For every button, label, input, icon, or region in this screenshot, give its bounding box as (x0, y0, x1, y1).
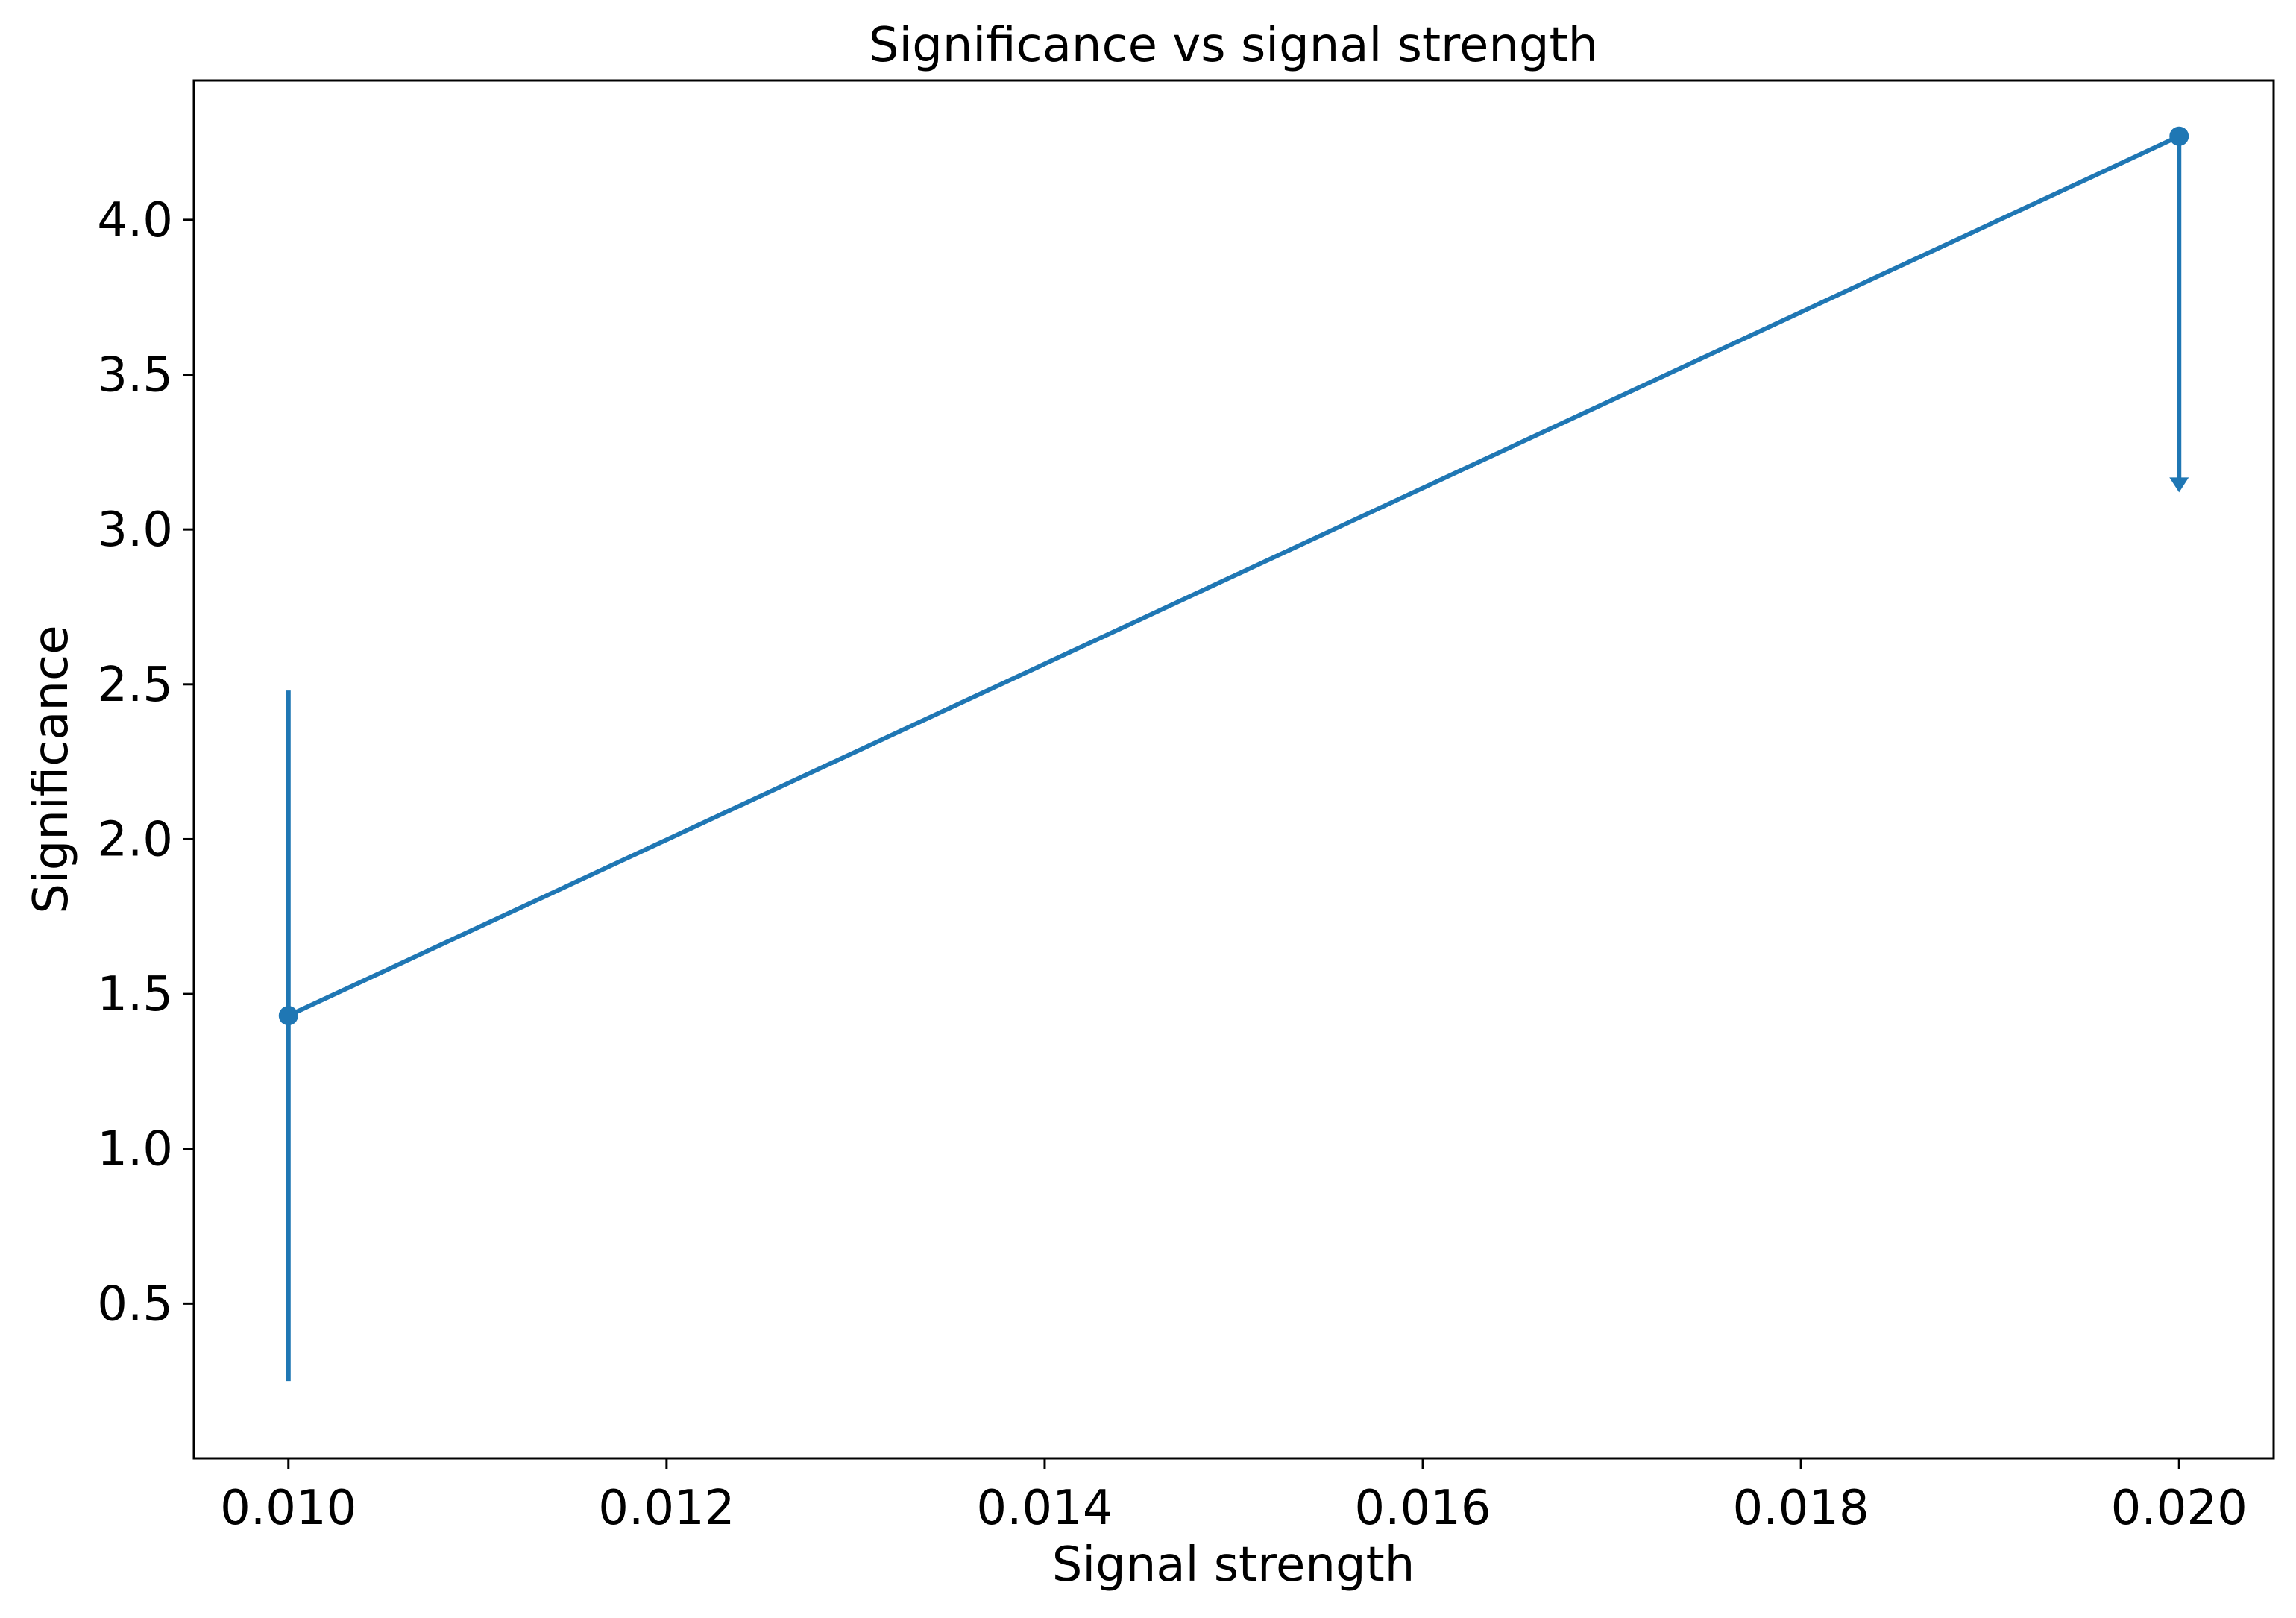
y-tick-label: 2.0 (97, 812, 173, 867)
x-tick-label: 0.012 (598, 1481, 735, 1536)
plot-area (278, 126, 2189, 1382)
y-tick-label: 1.0 (97, 1122, 173, 1177)
axes-frame (192, 79, 2275, 1460)
y-tick-label: 3.5 (97, 348, 173, 403)
x-tick-label: 0.020 (2111, 1481, 2248, 1536)
y-tick-label: 3.0 (97, 503, 173, 558)
x-tick-label: 0.018 (1733, 1481, 1869, 1536)
y-axis-label: Significance (24, 625, 79, 913)
x-tick-label: 0.010 (220, 1481, 356, 1536)
chart-title: Significance vs signal strength (869, 18, 1598, 73)
x-tick-label: 0.014 (976, 1481, 1113, 1536)
x-axis-label: Signal strength (1052, 1537, 1415, 1593)
data-point (278, 1006, 298, 1026)
x-tick-label: 0.016 (1354, 1481, 1491, 1536)
y-tick-label: 0.5 (97, 1277, 173, 1332)
data-point (2169, 126, 2189, 146)
y-tick-label: 1.5 (97, 967, 173, 1022)
x-axis: 0.010 0.012 0.014 0.016 0.018 0.020 (220, 1458, 2248, 1536)
y-tick-label: 2.5 (97, 658, 173, 713)
series-line (287, 134, 2180, 1018)
y-tick-label: 4.0 (97, 193, 173, 248)
y-axis: 0.5 1.0 1.5 2.0 2.5 3.0 3.5 4.0 (97, 193, 194, 1332)
upper-limit-arrowhead (2169, 477, 2189, 493)
